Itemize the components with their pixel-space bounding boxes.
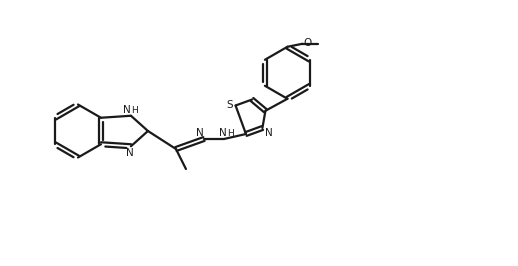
Text: O: O [304, 38, 312, 48]
Text: N: N [123, 105, 131, 115]
Text: N: N [126, 148, 134, 158]
Text: H: H [131, 106, 138, 115]
Text: N: N [265, 127, 272, 138]
Text: S: S [226, 99, 233, 110]
Text: N: N [196, 128, 204, 139]
Text: N: N [219, 128, 227, 139]
Text: H: H [227, 129, 234, 138]
